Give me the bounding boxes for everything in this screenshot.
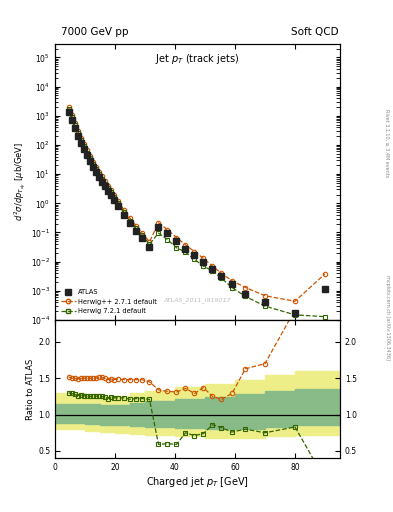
Text: 7000 GeV pp: 7000 GeV pp — [61, 27, 129, 37]
Bar — [130, 393, 145, 434]
Bar — [85, 404, 100, 424]
Legend: ATLAS, Herwig++ 2.7.1 default, Herwig 7.2.1 default: ATLAS, Herwig++ 2.7.1 default, Herwig 7.… — [58, 287, 160, 316]
Bar — [205, 384, 235, 438]
Y-axis label: $d^2\sigma/dp_{T_{dy}}$ [$\mu$b/GeV]: $d^2\sigma/dp_{T_{dy}}$ [$\mu$b/GeV] — [12, 142, 28, 221]
Bar — [295, 389, 340, 425]
Bar — [55, 393, 70, 429]
Bar — [205, 397, 235, 429]
Bar — [70, 403, 85, 423]
Text: Soft QCD: Soft QCD — [291, 27, 339, 37]
Bar — [175, 398, 205, 429]
Bar — [55, 403, 70, 423]
Bar — [265, 375, 295, 436]
Text: Rivet 3.1.10, ≥ 3.4M events: Rivet 3.1.10, ≥ 3.4M events — [385, 109, 389, 178]
Text: ATLAS_2011_I919017: ATLAS_2011_I919017 — [164, 297, 231, 304]
Bar — [265, 391, 295, 427]
Bar — [100, 405, 115, 425]
Bar — [235, 394, 265, 429]
Bar — [145, 391, 175, 435]
Bar — [145, 401, 175, 427]
Text: mcplots.cern.ch [arXiv:1306.3436]: mcplots.cern.ch [arXiv:1306.3436] — [385, 275, 389, 360]
Bar — [130, 403, 145, 426]
Bar — [100, 396, 115, 432]
Y-axis label: Ratio to ATLAS: Ratio to ATLAS — [26, 358, 35, 420]
Bar — [235, 380, 265, 438]
X-axis label: Charged jet $p_T$ [GeV]: Charged jet $p_T$ [GeV] — [146, 475, 249, 489]
Bar — [85, 394, 100, 431]
Bar — [70, 393, 85, 429]
Bar — [175, 387, 205, 436]
Bar — [115, 405, 130, 425]
Text: Jet $p_T$ (track jets): Jet $p_T$ (track jets) — [155, 52, 240, 66]
Bar — [115, 396, 130, 433]
Bar — [295, 371, 340, 435]
